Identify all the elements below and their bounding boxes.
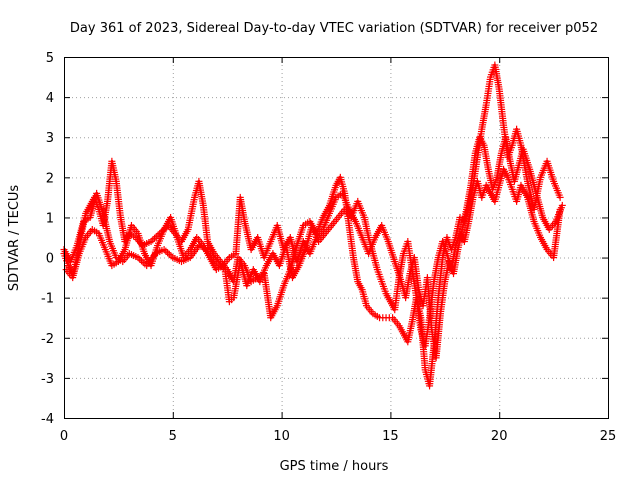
y-tick-label: 5: [46, 51, 54, 66]
y-tick-label: 4: [46, 91, 54, 106]
data-point: [558, 201, 566, 209]
y-tick-label: 3: [46, 131, 54, 146]
data-point: [137, 257, 145, 265]
x-tick-label: 20: [491, 429, 508, 444]
y-tick-label: -4: [41, 412, 54, 427]
data-point: [556, 193, 564, 201]
chart-title: Day 361 of 2023, Sidereal Day-to-day VTE…: [70, 21, 598, 36]
data-point: [165, 250, 173, 258]
grid-lines: [64, 57, 608, 418]
y-tick-label: -1: [41, 292, 54, 307]
x-tick-label: 15: [382, 429, 399, 444]
x-tick-label: 10: [273, 429, 290, 444]
y-tick-label: 1: [46, 211, 54, 226]
data-points: [60, 61, 566, 390]
plot-frame: [64, 57, 609, 419]
y-axis-label: SDTVAR / TECUs: [7, 185, 22, 292]
y-tick-label: -3: [41, 372, 54, 387]
x-axis-label: GPS time / hours: [280, 459, 389, 474]
data-point: [162, 247, 170, 255]
y-tick-label: -2: [41, 332, 54, 347]
x-tick-label: 5: [169, 429, 177, 444]
y-tick-label: 2: [46, 171, 54, 186]
x-tick-label: 25: [600, 429, 617, 444]
y-tick-label: 0: [46, 252, 54, 267]
x-tick-label: 0: [60, 429, 68, 444]
